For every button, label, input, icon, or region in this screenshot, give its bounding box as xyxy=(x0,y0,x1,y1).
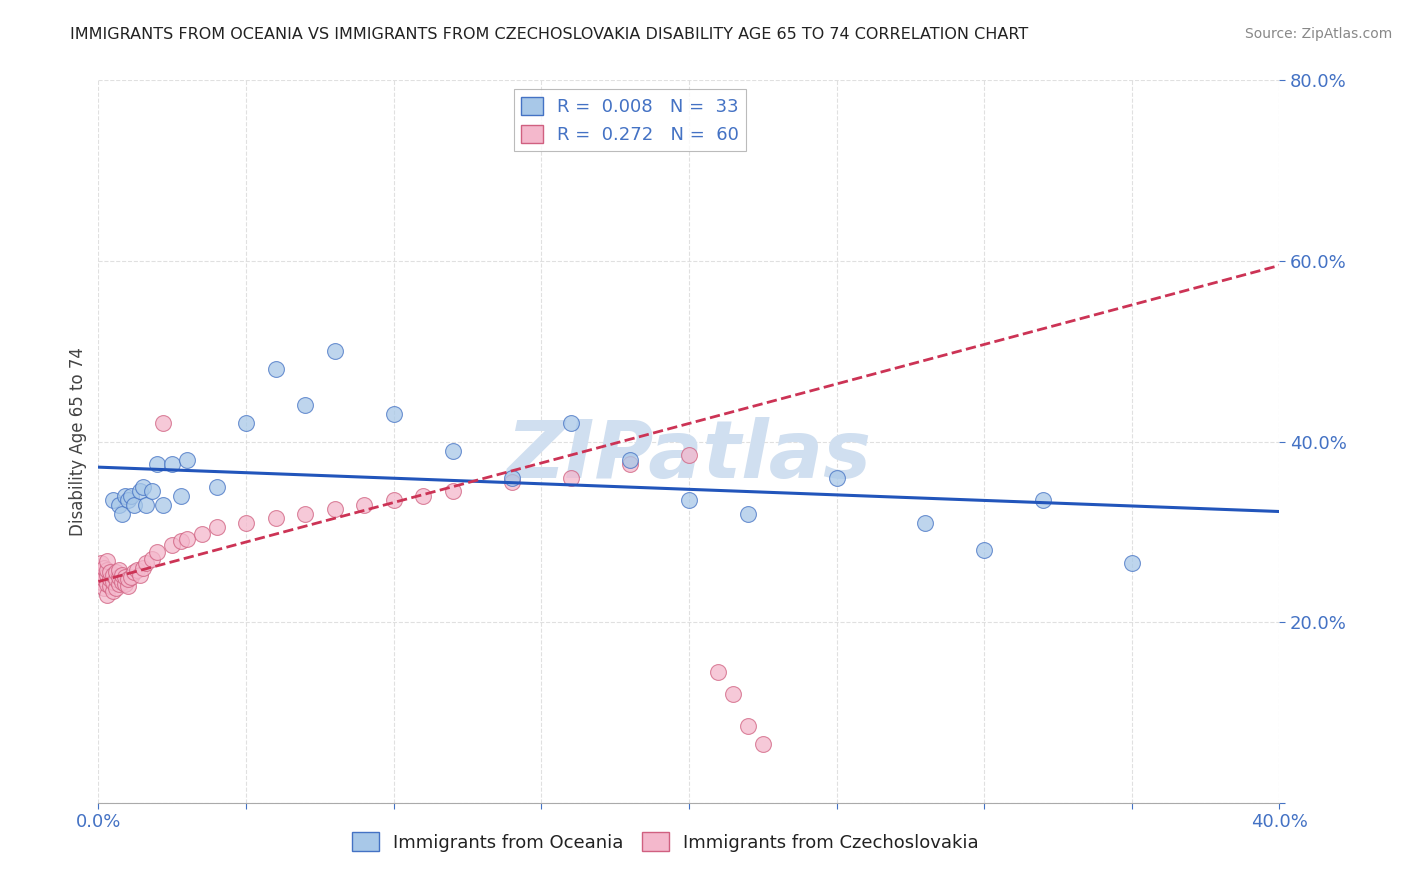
Point xyxy=(162,457,183,471)
Text: ZIPatlas: ZIPatlas xyxy=(506,417,872,495)
Point xyxy=(132,561,155,575)
Point xyxy=(108,563,131,577)
Point xyxy=(117,572,139,586)
Point xyxy=(93,561,115,575)
Point xyxy=(135,557,157,571)
Point xyxy=(176,532,198,546)
Point xyxy=(90,574,112,589)
Point xyxy=(205,520,228,534)
Point xyxy=(108,498,131,512)
Point xyxy=(98,579,121,593)
Point xyxy=(111,568,134,582)
Text: Source: ZipAtlas.com: Source: ZipAtlas.com xyxy=(1244,27,1392,41)
Point xyxy=(235,516,257,530)
Point xyxy=(146,545,169,559)
Point xyxy=(441,484,464,499)
Point xyxy=(914,516,936,530)
Point xyxy=(501,475,523,490)
Point xyxy=(619,457,641,471)
Point xyxy=(90,557,112,571)
Point xyxy=(382,493,405,508)
Point xyxy=(560,471,582,485)
Point xyxy=(128,568,150,582)
Point xyxy=(117,493,139,508)
Point xyxy=(973,542,995,557)
Point xyxy=(294,398,316,412)
Point xyxy=(90,566,112,580)
Point xyxy=(1121,557,1143,571)
Point xyxy=(108,577,131,591)
Point xyxy=(98,566,121,580)
Point xyxy=(120,570,142,584)
Point xyxy=(170,533,193,548)
Point xyxy=(111,507,134,521)
Point xyxy=(264,362,287,376)
Point xyxy=(93,572,115,586)
Point xyxy=(678,448,700,462)
Point xyxy=(707,665,730,679)
Point xyxy=(105,566,128,580)
Point xyxy=(114,489,136,503)
Text: IMMIGRANTS FROM OCEANIA VS IMMIGRANTS FROM CZECHOSLOVAKIA DISABILITY AGE 65 TO 7: IMMIGRANTS FROM OCEANIA VS IMMIGRANTS FR… xyxy=(70,27,1029,42)
Point xyxy=(205,480,228,494)
Point xyxy=(678,493,700,508)
Point xyxy=(737,507,759,521)
Point xyxy=(1032,493,1054,508)
Point xyxy=(111,574,134,589)
Point xyxy=(93,568,115,582)
Point xyxy=(152,498,174,512)
Point xyxy=(93,581,115,595)
Point xyxy=(96,588,118,602)
Point xyxy=(501,471,523,485)
Point xyxy=(114,570,136,584)
Point xyxy=(723,687,745,701)
Point xyxy=(114,577,136,591)
Point xyxy=(170,489,193,503)
Point xyxy=(412,489,434,503)
Point xyxy=(294,507,316,521)
Point xyxy=(737,719,759,733)
Point xyxy=(103,583,125,598)
Point xyxy=(96,577,118,591)
Point xyxy=(122,566,145,580)
Point xyxy=(105,581,128,595)
Point xyxy=(103,493,125,508)
Point xyxy=(105,572,128,586)
Point xyxy=(353,498,375,512)
Point xyxy=(146,457,169,471)
Point xyxy=(132,480,155,494)
Point xyxy=(176,452,198,467)
Point xyxy=(323,344,346,359)
Point xyxy=(752,737,775,751)
Point xyxy=(619,452,641,467)
Point xyxy=(235,417,257,431)
Point xyxy=(98,572,121,586)
Point xyxy=(96,568,118,582)
Point xyxy=(264,511,287,525)
Point xyxy=(441,443,464,458)
Point xyxy=(135,498,157,512)
Point xyxy=(103,574,125,589)
Point xyxy=(128,484,150,499)
Point xyxy=(125,563,148,577)
Point xyxy=(96,554,118,568)
Point xyxy=(825,471,848,485)
Point xyxy=(120,489,142,503)
Point xyxy=(191,526,214,541)
Point xyxy=(323,502,346,516)
Point xyxy=(122,498,145,512)
Point xyxy=(382,408,405,422)
Point xyxy=(96,563,118,577)
Y-axis label: Disability Age 65 to 74: Disability Age 65 to 74 xyxy=(69,347,87,536)
Point xyxy=(141,552,163,566)
Point xyxy=(560,417,582,431)
Point xyxy=(117,579,139,593)
Point xyxy=(103,568,125,582)
Point xyxy=(152,417,174,431)
Point xyxy=(141,484,163,499)
Point xyxy=(108,570,131,584)
Point xyxy=(162,538,183,552)
Legend: Immigrants from Oceania, Immigrants from Czechoslovakia: Immigrants from Oceania, Immigrants from… xyxy=(344,825,986,859)
